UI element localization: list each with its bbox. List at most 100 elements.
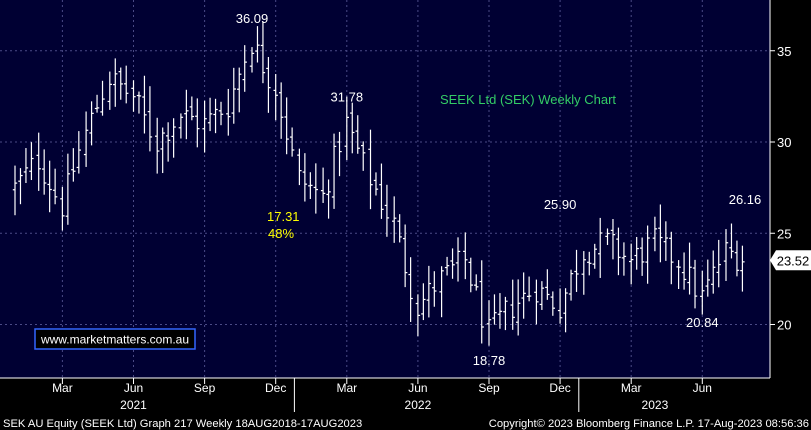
ohlc-bar [581,251,586,295]
ohlc-bar [83,111,89,167]
ohlc-bar [734,240,740,277]
ohlc-bar [52,168,58,205]
ohlc-bar [165,122,171,162]
y-tick-label: 20 [777,318,791,333]
ohlc-bar [142,75,147,134]
ohlc-bar [113,58,118,107]
ohlc-bar [313,163,319,214]
ohlc-bar [574,249,579,292]
ohlc-bar [344,96,349,161]
ohlc-bar [273,74,278,121]
ohlc-bar [492,294,497,325]
footer-left-text: SEK AU Equity (SEEK Ltd) Graph 217 Weekl… [3,418,362,430]
ohlc-bar [474,274,479,291]
footer-right-text: Copyright© 2023 Bloomberg Finance L.P. 1… [489,418,809,430]
ohlc-bar [94,94,100,113]
y-tick-label: 35 [777,44,791,59]
ohlc-bar [89,101,94,146]
ohlc-bar [266,56,271,113]
ohlc-bar [118,67,123,100]
ohlc-bar [331,133,337,209]
ohlc-bar [521,272,526,319]
ohlc-bar [515,279,521,336]
price-annotation: 36.09 [236,11,269,26]
price-annotation: 25.90 [544,197,577,212]
ohlc-bar [534,279,539,325]
last-price-tag: 23.52 [770,250,811,271]
ohlc-bar [444,256,450,276]
ohlc-bar [218,101,224,126]
ohlc-bar [237,67,242,113]
y-tick-label: 25 [777,226,791,241]
x-year-label: 2023 [642,398,669,412]
last-price-marker [770,250,811,271]
ohlc-bar [634,236,639,270]
ohlc-bar [213,98,218,134]
ohlc-bar [23,148,29,184]
ohlc-bar [289,127,295,157]
ohlc-bar [740,245,745,292]
ohlc-bar [131,80,136,112]
last-price-label: 23.52 [777,253,810,268]
price-bars [12,21,745,346]
ohlc-bar [65,153,71,225]
watermark-border [34,328,196,350]
ohlc-bar [729,223,734,259]
watermark-box[interactable]: www.marketmatters.com.au [34,328,196,350]
ohlc-bar [568,269,574,301]
ohlc-bar [379,163,384,219]
ohlc-bar [468,257,473,293]
ohlc-bar [297,148,302,186]
ohlc-bar [18,168,23,205]
ohlc-bar [47,160,52,213]
ohlc-bar [723,229,729,281]
ohlc-bar [497,293,503,329]
ohlc-bar [550,291,556,316]
x-tick-label: Jun [124,381,143,395]
ohlc-bar [711,250,716,294]
ohlc-bar [426,265,432,318]
ohlc-bar [147,86,153,152]
ohlc-bar [226,88,231,136]
ohlc-bar [598,217,603,278]
x-tick-label: Mar [621,381,642,395]
x-tick-label: Jun [693,381,712,395]
ohlc-bar [716,239,721,288]
x-year-label: 2021 [120,398,147,412]
ohlc-bar [355,115,360,154]
ohlc-bar [361,141,366,171]
ohlc-bar [563,288,568,333]
ohlc-bar [669,231,674,285]
ohlc-bar [373,172,379,196]
ohlc-bar [705,259,710,297]
ohlc-bar [639,237,645,276]
ohlc-bar [160,127,165,174]
y-tick-label: 30 [777,135,791,150]
watermark-link[interactable]: www.marketmatters.com.au [40,333,189,347]
plot-area [0,0,770,378]
ohlc-bar [107,71,112,110]
ohlc-bar [681,252,687,290]
ohlc-bar [629,243,634,285]
price-annotation: 18.78 [473,353,506,368]
ohlc-bar [189,96,195,121]
ohlc-bar [136,91,142,114]
ohlc-bar [692,259,698,309]
ohlc-bar [645,225,650,284]
ohlc-bar [402,224,408,288]
ohlc-bar [71,148,76,182]
ohlc-bar [278,82,284,139]
ohlc-bar [41,149,47,195]
ohlc-bar [687,242,692,295]
ohlc-bar [439,266,444,318]
footer-bar [0,414,811,430]
ohlc-bar [255,26,260,63]
ohlc-bar [463,232,468,280]
x-tick-label: Sep [478,381,500,395]
ohlc-bar [392,196,397,243]
ohlc-bar [320,167,326,203]
annotations: 36.09 31.78 18.78 25.90 20.84 26.16 [236,11,762,368]
ohlc-bar [616,227,621,276]
